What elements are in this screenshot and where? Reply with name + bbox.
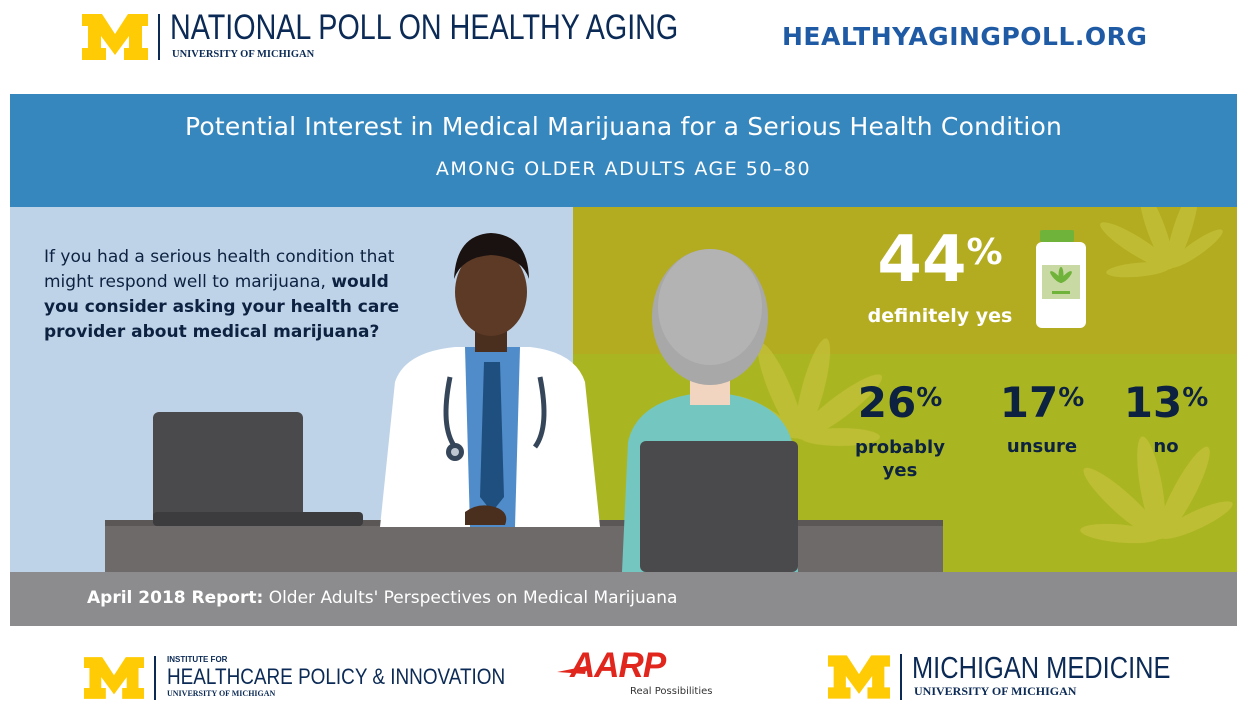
stat-unsure: 17%: [992, 379, 1092, 427]
label-line: yes: [882, 460, 918, 481]
block-m-logo: [82, 14, 148, 60]
mm-name: MICHIGAN MEDICINE: [912, 650, 1171, 685]
stat-unsure-label: unsure: [1006, 436, 1078, 457]
block-m-logo: [84, 657, 144, 699]
stat-value: 13: [1123, 378, 1183, 427]
title-band: Potential Interest in Medical Marijuana …: [10, 94, 1237, 207]
report-title: Older Adults' Perspectives on Medical Ma…: [263, 588, 678, 608]
site-url[interactable]: HEALTHYAGINGPOLL.ORG: [782, 22, 1148, 51]
brand-separator: [158, 14, 160, 60]
scene-illustration: [10, 207, 1237, 572]
laptop-right: [640, 441, 798, 572]
mm-university: UNIVERSITY OF MICHIGAN: [914, 684, 1077, 698]
stat-unit: %: [1058, 383, 1085, 413]
ihpi-small: INSTITUTE FOR: [167, 655, 228, 664]
illustration-scene: If you had a serious health condition th…: [10, 207, 1237, 572]
stat-no-label: no: [1153, 436, 1179, 457]
brand-university: UNIVERSITY OF MICHIGAN: [172, 49, 315, 60]
aarp-swoosh: [557, 666, 587, 674]
ihpi-name: HEALTHCARE POLICY & INNOVATION: [167, 664, 506, 689]
survey-question: If you had a serious health condition th…: [44, 245, 424, 345]
stat-definitely-yes-label: definitely yes: [867, 305, 1013, 327]
aarp-logo: AARP: [570, 646, 666, 685]
stat-unit: %: [966, 232, 1003, 273]
stat-probably-yes-label: probably yes: [840, 436, 960, 482]
block-m-logo: [828, 655, 890, 699]
laptop-left: [153, 412, 363, 526]
medicine-bottle-icon: [1036, 230, 1086, 328]
stat-unit: %: [916, 383, 943, 413]
infographic-subtitle: AMONG OLDER ADULTS AGE 50–80: [435, 158, 812, 180]
report-bar: April 2018 Report: Older Adults' Perspec…: [10, 572, 1237, 626]
ihpi-university: UNIVERSITY OF MICHIGAN: [167, 689, 276, 698]
mm-separator: [900, 654, 902, 700]
report-date: April 2018 Report:: [87, 588, 264, 608]
brand-name: NATIONAL POLL ON HEALTHY AGING: [170, 8, 679, 47]
stat-unit: %: [1182, 383, 1209, 413]
question-plain: If you had a serious health condition th…: [44, 247, 395, 292]
infographic-title: Potential Interest in Medical Marijuana …: [184, 112, 1063, 141]
report-citation[interactable]: April 2018 Report: Older Adults' Perspec…: [87, 588, 677, 608]
stat-definitely-yes: 44%: [850, 225, 1030, 295]
aarp-tagline: Real Possibilities: [630, 686, 713, 697]
question-bold: would you consider asking your health ca…: [44, 272, 400, 342]
stat-probably-yes: 26%: [845, 379, 955, 427]
stat-no: 13%: [1116, 379, 1216, 427]
stat-value: 26: [857, 378, 917, 427]
ihpi-separator: [154, 656, 156, 700]
stat-value: 17: [999, 378, 1059, 427]
label-line: probably: [855, 437, 945, 458]
doctor-figure: [380, 233, 600, 527]
cannabis-leaf-icon: [730, 207, 1233, 544]
stat-value: 44: [877, 223, 967, 297]
